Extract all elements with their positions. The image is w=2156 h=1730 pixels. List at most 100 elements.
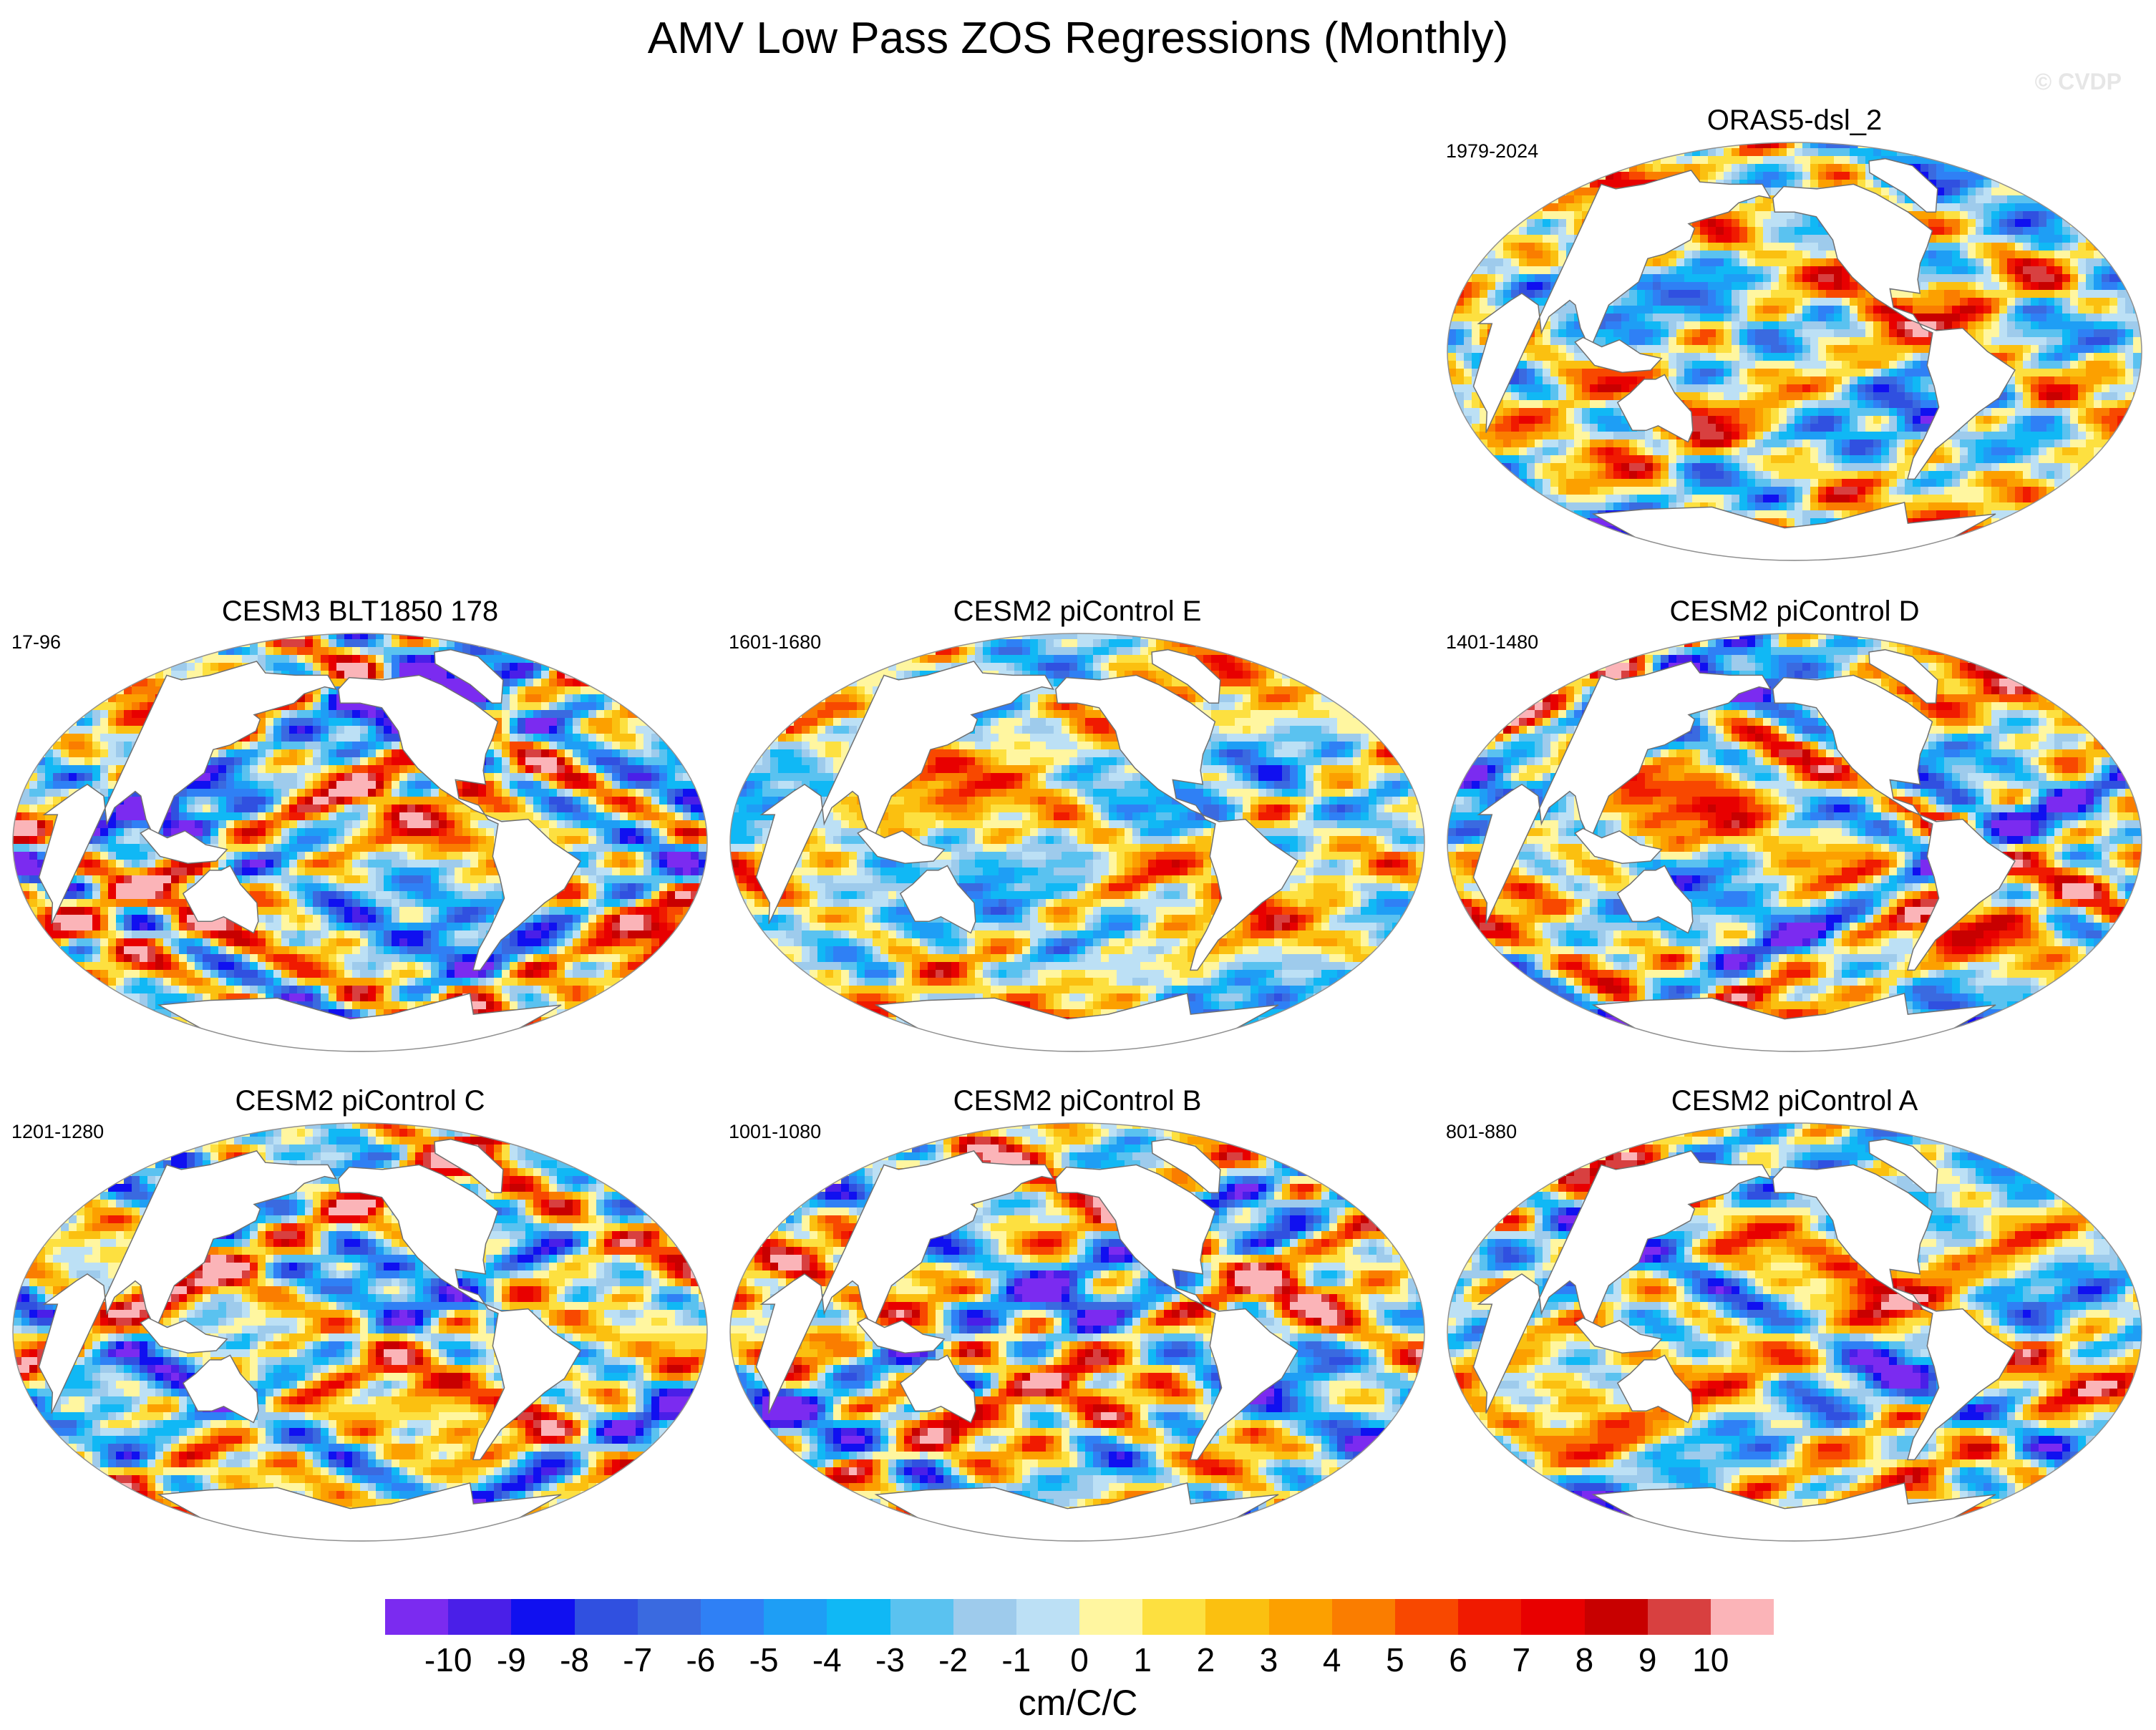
field-cell bbox=[1999, 510, 2008, 519]
field-cell bbox=[525, 686, 534, 695]
field-cell bbox=[1889, 487, 1898, 495]
field-cell bbox=[329, 742, 337, 750]
field-cell bbox=[1873, 487, 1882, 495]
field-cell bbox=[1779, 337, 1787, 346]
field-cell bbox=[1747, 321, 1756, 330]
field-cell bbox=[1566, 495, 1575, 503]
field-cell bbox=[2109, 274, 2118, 283]
field-cell bbox=[1653, 274, 1661, 283]
field-cell bbox=[2015, 298, 2024, 306]
field-cell bbox=[1779, 400, 1787, 409]
field-cell bbox=[1991, 495, 2000, 503]
field-cell bbox=[1613, 298, 1622, 306]
field-cell bbox=[2070, 353, 2079, 361]
field-cell bbox=[1716, 439, 1724, 448]
field-cell bbox=[2046, 361, 2055, 369]
field-cell bbox=[1826, 306, 1835, 314]
field-cell bbox=[1795, 479, 1803, 487]
field-cell bbox=[1842, 502, 1850, 511]
field-cell bbox=[1858, 369, 1866, 377]
field-cell bbox=[352, 765, 361, 774]
field-cell bbox=[1716, 282, 1724, 291]
field-cell bbox=[1732, 502, 1740, 511]
field-cell bbox=[604, 734, 613, 742]
field-cell bbox=[2109, 290, 2118, 298]
field-cell bbox=[1692, 432, 1701, 440]
field-cell bbox=[61, 734, 69, 742]
field-cell bbox=[132, 726, 140, 734]
field-cell bbox=[1511, 479, 1520, 487]
field-cell bbox=[1708, 164, 1716, 172]
field-cell bbox=[2015, 463, 2024, 472]
field-cell bbox=[588, 765, 597, 774]
field-cell bbox=[1543, 258, 1551, 267]
field-cell bbox=[1637, 439, 1646, 448]
field-cell bbox=[2023, 510, 2031, 519]
field-cell bbox=[1676, 471, 1685, 480]
field-cell bbox=[2031, 479, 2039, 487]
field-cell bbox=[1968, 258, 1976, 267]
field-cell bbox=[1976, 321, 1984, 330]
field-cell bbox=[2023, 369, 2031, 377]
field-cell bbox=[1708, 251, 1716, 259]
field-cell bbox=[2141, 321, 2142, 330]
field-cell bbox=[1653, 298, 1661, 306]
field-cell bbox=[1747, 235, 1756, 243]
field-cell bbox=[1543, 219, 1551, 228]
field-cell bbox=[226, 655, 235, 664]
field-cell bbox=[1613, 495, 1622, 503]
field-cell bbox=[2094, 361, 2102, 369]
field-cell bbox=[1999, 495, 2008, 503]
field-cell bbox=[541, 749, 550, 758]
field-cell bbox=[1763, 211, 1772, 220]
field-cell bbox=[1850, 424, 1858, 432]
field-cell bbox=[1928, 290, 1937, 298]
field-cell bbox=[289, 655, 298, 664]
field-cell bbox=[2046, 227, 2055, 235]
field-cell bbox=[384, 633, 392, 640]
field-cell bbox=[2054, 329, 2063, 338]
field-cell bbox=[1606, 487, 1614, 495]
field-cell bbox=[1810, 447, 1819, 456]
field-cell bbox=[1779, 227, 1787, 235]
field-cell bbox=[1700, 172, 1709, 180]
field-cell bbox=[1582, 384, 1591, 393]
field-cell bbox=[1795, 518, 1803, 527]
field-cell bbox=[1818, 392, 1827, 401]
field-cell bbox=[1968, 534, 1976, 543]
field-cell bbox=[549, 734, 558, 742]
field-cell bbox=[2062, 345, 2071, 354]
field-cell bbox=[1472, 306, 1480, 314]
field-cell bbox=[1629, 172, 1638, 180]
field-cell bbox=[1976, 455, 1984, 464]
field-cell bbox=[1858, 345, 1866, 354]
field-cell bbox=[1999, 306, 2008, 314]
field-cell bbox=[1983, 495, 1992, 503]
field-cell bbox=[2078, 329, 2087, 338]
field-cell bbox=[612, 765, 621, 774]
field-cell bbox=[1732, 282, 1740, 291]
field-cell bbox=[604, 765, 613, 774]
field-cell bbox=[1936, 510, 1945, 519]
field-cell bbox=[1527, 416, 1535, 424]
field-cell bbox=[1661, 432, 1669, 440]
field-cell bbox=[313, 686, 321, 695]
field-cell bbox=[1629, 471, 1638, 480]
field-cell bbox=[1897, 345, 1905, 354]
field-cell bbox=[1511, 376, 1520, 385]
field-cell bbox=[1535, 219, 1543, 228]
field-cell bbox=[1511, 235, 1520, 243]
field-cell bbox=[1826, 266, 1835, 275]
field-cell bbox=[1928, 298, 1937, 306]
field-cell bbox=[1613, 534, 1622, 543]
field-cell bbox=[1747, 195, 1756, 204]
field-cell bbox=[2007, 211, 2016, 220]
field-cell bbox=[1960, 432, 1968, 440]
field-cell bbox=[1590, 376, 1598, 385]
field-cell bbox=[2015, 353, 2024, 361]
field-cell bbox=[1621, 487, 1630, 495]
field-cell bbox=[1629, 369, 1638, 377]
field-cell bbox=[1976, 314, 1984, 322]
field-cell bbox=[1684, 164, 1693, 172]
field-cell bbox=[329, 702, 337, 711]
